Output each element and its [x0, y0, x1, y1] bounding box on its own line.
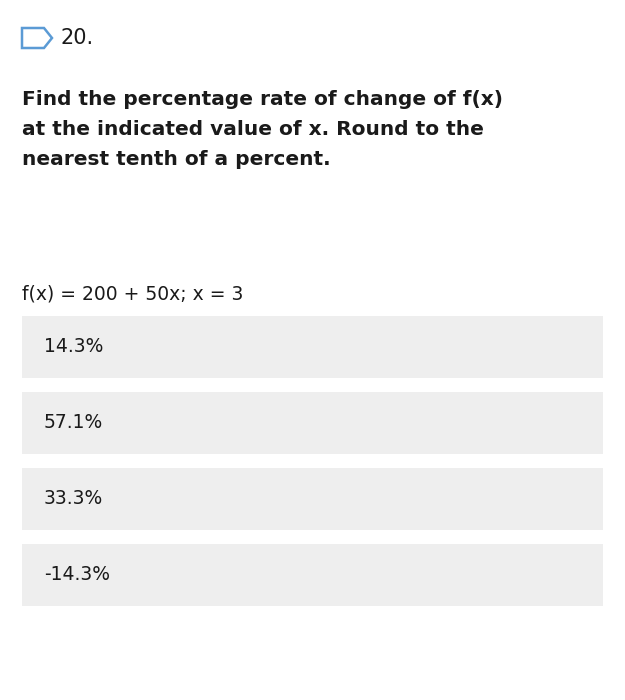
Bar — [22, 392, 603, 454]
Text: 33.3%: 33.3% — [44, 489, 103, 508]
Bar — [22, 468, 603, 530]
Bar — [22, 544, 603, 606]
Text: Find the percentage rate of change of f(x): Find the percentage rate of change of f(… — [22, 90, 503, 109]
Text: -14.3%: -14.3% — [44, 566, 110, 584]
Text: at the indicated value of x. Round to the: at the indicated value of x. Round to th… — [22, 120, 484, 139]
Text: 57.1%: 57.1% — [44, 414, 103, 433]
Text: f(x) = 200 + 50x; x = 3: f(x) = 200 + 50x; x = 3 — [22, 285, 243, 304]
Text: 20.: 20. — [61, 28, 94, 48]
Text: nearest tenth of a percent.: nearest tenth of a percent. — [22, 150, 331, 169]
Bar — [22, 316, 603, 378]
Text: 14.3%: 14.3% — [44, 337, 103, 356]
